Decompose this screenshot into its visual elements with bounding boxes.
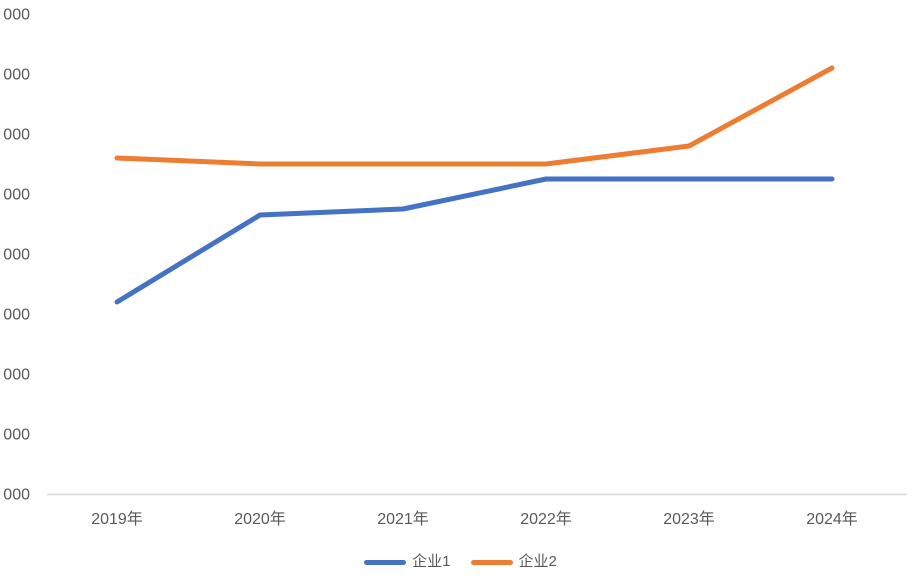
legend-label: 企业2 bbox=[518, 553, 557, 570]
y-axis-tick-label: 000 bbox=[3, 367, 30, 384]
legend-line-swatch-icon bbox=[470, 559, 513, 565]
y-axis-tick-label: 000 bbox=[3, 187, 30, 204]
x-axis-category-label: 2024年 bbox=[806, 510, 858, 528]
y-axis-tick-label: 000 bbox=[3, 307, 30, 324]
x-axis-category-label: 2021年 bbox=[377, 510, 429, 528]
y-axis-tick-label: 000 bbox=[3, 427, 30, 444]
x-axis-category-label: 2019年 bbox=[91, 510, 143, 528]
y-axis-tick-label: 000 bbox=[3, 7, 30, 24]
y-axis-tick-label: 000 bbox=[3, 67, 30, 84]
legend-line-swatch-icon bbox=[364, 559, 407, 565]
x-axis-category-label: 2023年 bbox=[663, 510, 715, 528]
chart-legend: 企业1 企业2 bbox=[0, 552, 921, 572]
y-axis-tick-label: 000 bbox=[3, 127, 30, 144]
legend-label: 企业1 bbox=[412, 553, 451, 570]
x-axis-category-label: 2022年 bbox=[520, 510, 572, 528]
legend-item-1: 企业1 bbox=[364, 552, 451, 572]
y-axis-tick-label: 000 bbox=[3, 487, 30, 504]
series-line-2 bbox=[114, 65, 835, 167]
y-axis-tick-label: 000 bbox=[3, 247, 30, 264]
x-axis-category-label: 2020年 bbox=[234, 510, 286, 528]
series-line-1 bbox=[114, 176, 835, 305]
legend-item-2: 企业2 bbox=[470, 552, 557, 572]
